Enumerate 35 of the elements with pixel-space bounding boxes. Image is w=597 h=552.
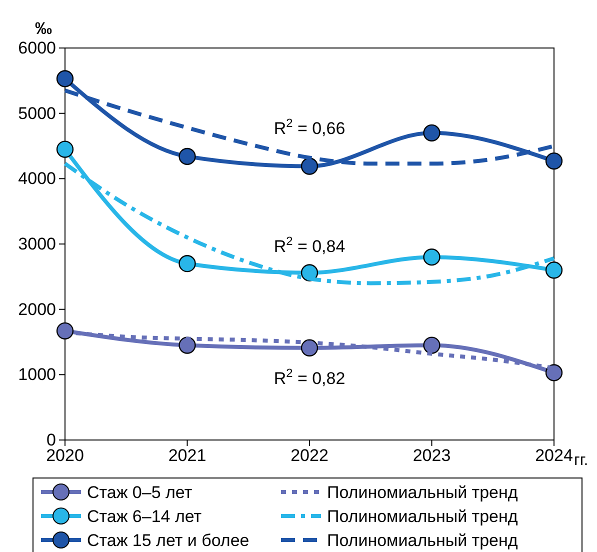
point xyxy=(56,322,74,340)
x-tick-label: 2021 xyxy=(168,446,206,466)
x-tick-label: 2024 xyxy=(535,446,573,466)
legend-label: Стаж 0–5 лет xyxy=(87,483,192,502)
x-axis-title: гг. xyxy=(574,452,588,469)
legend-label: Полиномиальный тренд xyxy=(327,531,518,550)
point xyxy=(178,336,196,354)
y-tick-label: 4000 xyxy=(18,169,56,188)
point xyxy=(178,255,196,272)
legend-label: Полиномиальный тренд xyxy=(327,483,518,502)
legend-label: Стаж 6–14 лет xyxy=(87,507,202,526)
point xyxy=(423,248,440,266)
point xyxy=(300,339,318,356)
point xyxy=(545,262,563,279)
y-axis-title: ‰ xyxy=(35,19,52,38)
point xyxy=(545,364,563,382)
y-tick-label: 3000 xyxy=(18,234,56,254)
annotation: R$^{2}$ = 0,66 xyxy=(274,116,346,138)
y-tick-label: 1000 xyxy=(18,365,56,384)
y-tick-label: 2000 xyxy=(18,300,56,319)
point xyxy=(56,140,74,158)
x-tick-label: 2023 xyxy=(412,446,451,466)
annotation: R$^{2}$ = 0,84 xyxy=(274,234,346,256)
point xyxy=(178,148,196,166)
y-tick-label: 5000 xyxy=(18,104,56,123)
y-tick-label: 6000 xyxy=(18,38,56,58)
legend-label: Стаж 15 лет и более xyxy=(87,531,250,550)
point xyxy=(423,124,440,142)
x-tick-label: 2022 xyxy=(290,446,328,466)
point xyxy=(423,336,440,354)
legend-label: Полиномиальный тренд xyxy=(327,507,518,526)
annotation: R$^{2}$ = 0,82 xyxy=(274,366,346,388)
point xyxy=(545,152,563,170)
point xyxy=(56,70,74,88)
point xyxy=(300,158,318,175)
